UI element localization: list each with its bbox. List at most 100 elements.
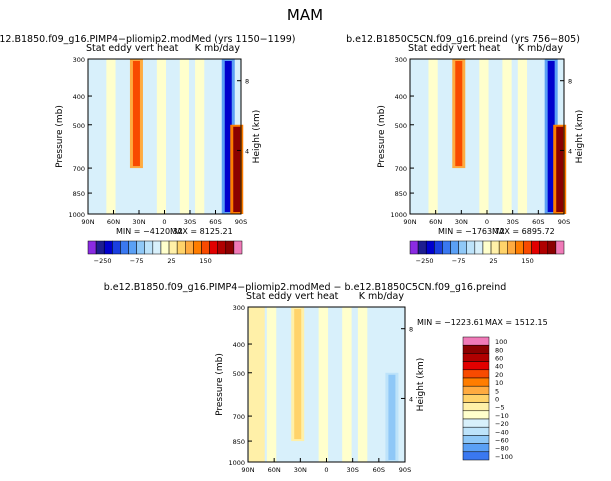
colorbar-label: −20 [495,420,509,428]
colorbar-label: −100 [495,453,513,461]
colorbar-label: 0 [495,396,499,404]
colorbar-swatch [539,240,549,255]
colorbar-swatch [474,240,484,255]
colorbar-swatch [462,435,490,444]
colorbar-swatch [555,240,565,255]
x-tick-label: 0 [324,466,328,474]
y2-tick-label: 8 [245,78,249,86]
colorbar-swatch [507,240,516,255]
x-tick-label: 90N [403,218,416,226]
y-tick-label: 700 [233,413,245,421]
colorbar-label: −40 [495,428,509,436]
y-tick-label: 400 [233,341,245,349]
colorbar-swatch [225,240,235,255]
colorbar-swatch [112,240,121,255]
colorbar-swatch [462,394,490,403]
panel-preind: b.e12.B1850C5CN.f09_g16.preind (yrs 756−… [346,34,585,265]
colorbar-label: −80 [495,445,509,453]
y-tick-label: 850 [73,190,85,198]
y-axis-label: Pressure (mb) [377,105,387,168]
colorbar-swatch [462,361,490,371]
panel-title: b.e12.B1850.f09_g16.PIMP4−pliomip2.modMe… [104,282,507,293]
colorbar-label: 60 [495,355,503,363]
colorbar-swatch [434,240,443,255]
y-axis-label: Pressure (mb) [215,353,225,416]
colorbar-label: 25 [489,257,497,265]
y-tick-label: 300 [395,56,407,64]
field-band [266,307,277,462]
feature-core [132,61,140,167]
y2-axis-label: Height (km) [252,110,262,164]
feature-core [547,61,555,212]
y2-tick-label: 4 [568,147,572,155]
y2-tick-label: 4 [245,147,249,155]
subtitle-right: K mb/day [518,43,564,54]
colorbar-swatch [209,240,218,255]
field-band [156,59,167,214]
colorbar-label: −60 [495,437,509,445]
y-tick-label: 300 [73,56,85,64]
y-tick-label: 300 [233,304,245,312]
colorbar-swatch [531,240,540,255]
colorbar-label: 20 [495,371,503,379]
feature-core [294,309,302,440]
colorbar-swatch [462,377,490,387]
y-tick-label: 1000 [390,211,407,219]
colorbar-label: 40 [495,363,503,371]
colorbar-label: −250 [416,257,434,265]
subtitle-right: K mb/day [359,291,405,302]
y-tick-label: 700 [395,165,407,173]
panel-difference: b.e12.B1850.f09_g16.PIMP4−pliomip2.modMe… [104,282,548,474]
colorbar-label: 25 [167,257,175,265]
field-band [517,59,528,214]
y-tick-label: 500 [233,370,245,378]
x-tick-label: 90S [235,218,247,226]
y-tick-label: 700 [73,165,85,173]
x-tick-label: 60N [107,218,120,226]
colorbar-swatch [233,240,243,255]
colorbar-swatch [409,240,419,255]
colorbar-swatch [442,240,451,255]
x-tick-label: 60N [268,466,281,474]
colorbar-swatch [128,240,137,255]
colorbar-swatch [160,240,170,255]
colorbar-label: 100 [495,338,507,346]
subtitle-left: Stat eddy vert heat [408,43,501,54]
y-tick-label: 1000 [68,211,85,219]
colorbar-swatch [462,402,490,412]
colorbar-label: 80 [495,346,503,354]
colorbar-swatch [466,240,476,255]
y-tick-label: 1000 [228,459,245,467]
colorbar-swatch [185,240,194,255]
x-tick-label: 60S [373,466,385,474]
colorbar-swatch [462,369,490,379]
colorbar-swatch [176,240,186,255]
x-tick-label: 0 [485,218,489,226]
y-tick-label: 850 [395,190,407,198]
colorbar-swatch [95,240,105,255]
colorbar-swatch [136,240,145,255]
x-tick-label: 60S [532,218,544,226]
colorbar-label: 5 [495,387,499,395]
x-tick-label: 30N [132,218,145,226]
colorbar-label: −250 [94,257,112,265]
colorbar-swatch [201,240,210,255]
x-tick-label: 30S [184,218,196,226]
max-label: MAX = 1512.15 [485,318,548,327]
feature-core [556,126,564,212]
x-tick-label: 90S [399,466,411,474]
y-tick-label: 850 [233,438,245,446]
max-label: MAX = 8125.21 [170,227,233,236]
panel-title: b.e12.B1850C5CN.f09_g16.preind (yrs 756−… [346,34,580,45]
colorbar-swatch [462,443,490,453]
colorbar-label: 150 [521,257,533,265]
x-tick-label: 90S [558,218,570,226]
colorbar-swatch [462,353,490,362]
y-tick-label: 400 [395,93,407,101]
colorbar-swatch [458,240,467,255]
colorbar-label: 10 [495,379,503,387]
feature-core [251,309,262,460]
subtitle-left: Stat eddy vert heat [86,43,179,54]
y2-axis-label: Height (km) [416,358,426,412]
colorbar-swatch [462,418,490,428]
